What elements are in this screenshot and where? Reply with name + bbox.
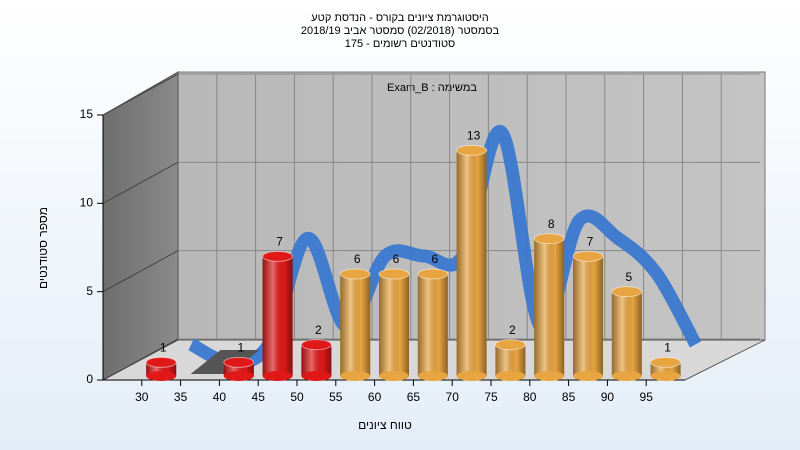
bar-group: 6: [378, 252, 410, 381]
bar-bottom: [262, 371, 293, 381]
bar-bottom: [534, 371, 565, 381]
x-tick-label: 75: [484, 390, 498, 404]
value-label: 1: [160, 341, 167, 355]
bar-group: 1: [145, 341, 177, 381]
x-tick-label: 80: [523, 390, 537, 404]
x-tick-label: 85: [562, 390, 576, 404]
y-axis-label: מספר סטודנטים: [36, 207, 50, 289]
bar-group: 5: [611, 270, 643, 381]
bar-bottom: [456, 371, 487, 381]
x-axis-label: טווח ציונים: [358, 418, 412, 432]
bar-shade: [417, 274, 448, 376]
title-line: היסטוגרמת ציונים בקורס - הנדסת קטע: [311, 12, 489, 24]
legend-text: Exam_B : במשימה: [387, 82, 477, 94]
bar-bottom: [379, 371, 409, 381]
y-tick-label: 5: [86, 284, 93, 298]
x-tick-label: 40: [213, 390, 227, 404]
title-line: בסמסטר (02/2018) סמסטר אביב 2018/19: [301, 25, 500, 37]
bar-shade: [262, 256, 293, 376]
bar-bottom: [495, 371, 526, 381]
bar-group: 2: [300, 323, 332, 381]
value-label: 2: [509, 323, 516, 337]
value-label: 13: [467, 129, 481, 143]
bar-top: [417, 268, 449, 280]
bar-group: 1: [650, 341, 682, 381]
value-label: 7: [587, 235, 594, 249]
bar-top: [339, 268, 371, 280]
bar-top: [611, 286, 643, 298]
value-label: 6: [393, 252, 400, 266]
bar-bottom: [650, 371, 681, 381]
bar-top: [300, 339, 332, 351]
value-label: 6: [354, 252, 361, 266]
bar-shade: [456, 150, 487, 376]
value-label: 7: [276, 235, 283, 249]
bar-group: 8: [533, 217, 565, 381]
y-tick-label: 0: [86, 372, 93, 386]
grid-line: [102, 73, 179, 116]
bar-top: [533, 233, 565, 245]
bar-shade: [379, 274, 409, 376]
value-label: 8: [548, 217, 555, 231]
grid-line: [102, 161, 179, 204]
bar-bottom: [340, 371, 371, 381]
bar-top: [456, 144, 488, 156]
title-line: סטודנטים רשומים - 175: [345, 38, 456, 50]
value-label: 5: [625, 270, 632, 284]
bar-bottom: [573, 371, 603, 381]
bar-shade: [534, 238, 565, 376]
bar-shade: [340, 274, 371, 376]
x-tick-label: 60: [368, 390, 382, 404]
bar-shade: [573, 256, 603, 376]
y-tick-label: 15: [80, 107, 94, 121]
bar-group: 6: [339, 252, 371, 381]
bar-top: [223, 356, 255, 368]
bar-bottom: [417, 371, 448, 381]
x-tick-label: 55: [329, 390, 343, 404]
bar-group: 7: [262, 235, 294, 381]
bar-bottom: [146, 371, 177, 381]
bar-shade: [611, 291, 642, 376]
bar-top: [262, 250, 294, 262]
bar-bottom: [301, 371, 332, 381]
grid-line: [102, 250, 179, 293]
value-label: 2: [315, 323, 322, 337]
x-tick-label: 95: [640, 390, 654, 404]
x-tick-label: 90: [601, 390, 615, 404]
bar-top: [494, 339, 526, 351]
x-tick-label: 45: [252, 390, 266, 404]
side-wall: [102, 71, 179, 381]
x-tick-label: 30: [135, 390, 149, 404]
value-label: 1: [237, 341, 244, 355]
value-label: 6: [431, 252, 438, 266]
x-tick-label: 35: [174, 390, 188, 404]
bar-top: [378, 268, 410, 280]
x-tick-label: 65: [407, 390, 421, 404]
bar-bottom: [223, 371, 254, 381]
bar-group: 7: [572, 235, 604, 381]
bar-bottom: [611, 371, 642, 381]
y-tick-label: 10: [80, 196, 94, 210]
bar-top: [145, 356, 177, 368]
x-tick-label: 50: [290, 390, 304, 404]
grid-line: [102, 338, 179, 381]
x-tick-label: 70: [446, 390, 460, 404]
bar-top: [572, 250, 604, 262]
value-label: 1: [664, 341, 671, 355]
bar-group: 2: [494, 323, 526, 381]
bar-group: 6: [417, 252, 449, 381]
bar-group: 1: [223, 341, 255, 381]
bar-top: [650, 356, 682, 368]
bar-group: 13: [456, 129, 488, 381]
